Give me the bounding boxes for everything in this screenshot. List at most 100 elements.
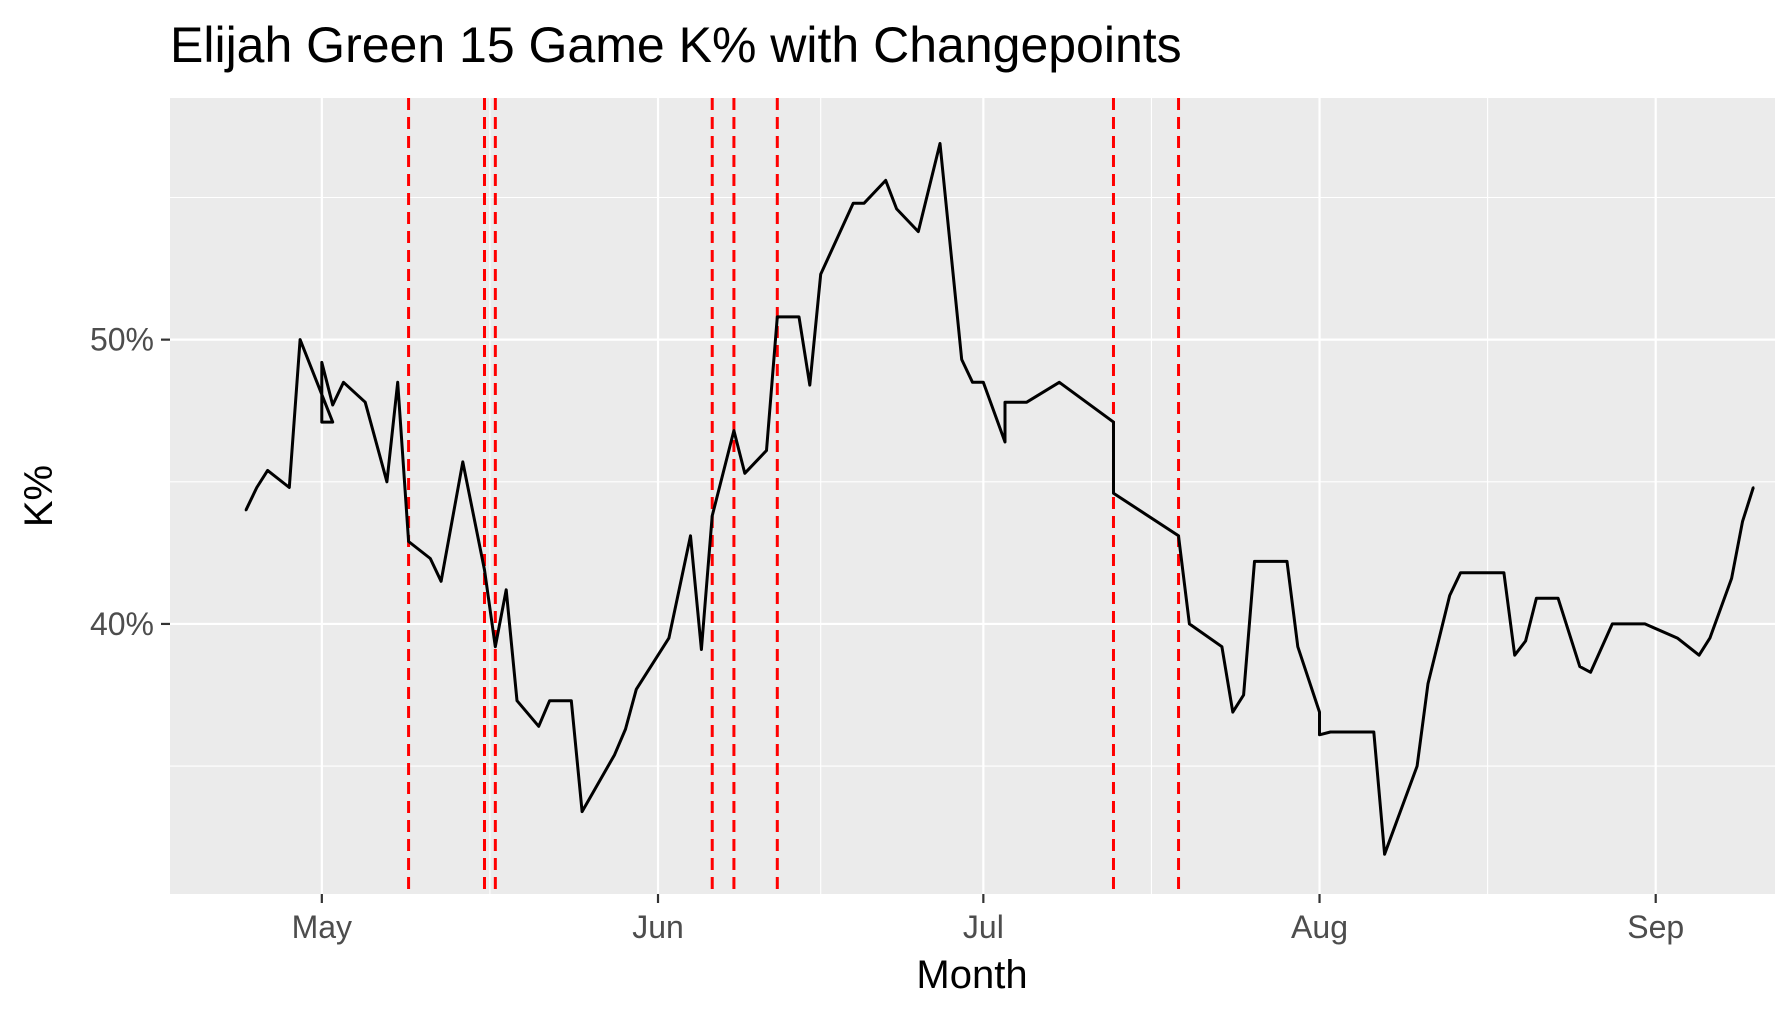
chart-title: Elijah Green 15 Game K% with Changepoint… [170,17,1182,73]
data-point [570,699,573,702]
data-point [1372,730,1376,734]
data-point [1535,597,1538,600]
data-point [364,401,367,404]
data-point [1025,401,1028,404]
data-point [255,486,258,489]
data-point [537,725,540,728]
data-point [1003,440,1007,444]
data-point [1329,730,1332,734]
data-point [515,699,519,702]
data-point [635,688,638,691]
data-point [1730,577,1733,580]
data-point [700,648,703,651]
data-point [1188,622,1191,626]
data-point [1058,381,1061,384]
data-point [1242,693,1245,697]
data-point [580,810,584,813]
data-point [288,486,291,489]
data-point [320,420,323,424]
major-gridlines [170,98,1775,894]
data-point [1318,710,1321,714]
data-point [667,636,671,640]
data-point [1513,654,1516,657]
data-point [884,179,887,182]
data-point [461,460,464,464]
data-point [331,420,334,424]
data-point [494,645,497,648]
data-point [331,403,334,407]
data-point [439,580,443,583]
data-point [1220,645,1224,648]
data-point [1524,639,1527,643]
data-point [862,202,866,205]
data-point [1589,671,1592,674]
data-point [776,315,779,319]
data-point [797,315,801,319]
data-point [1556,597,1560,600]
y-tick-label: 40% [90,606,154,642]
data-point [982,381,985,384]
data-point [1578,665,1582,668]
data-point [1177,534,1180,537]
x-tick-label: Aug [1291,909,1348,945]
axes: May Jun Jul Aug Sep 40% 50% [90,322,1684,945]
data-point [483,568,486,572]
data-point [1611,622,1614,626]
data-point [396,381,399,384]
data-point [1003,401,1007,404]
data-point [1383,853,1386,856]
data-point [971,381,974,384]
data-point [711,514,714,518]
data-point [689,534,692,537]
data-point [407,540,410,543]
data-point [743,472,746,475]
series-layer [244,142,1755,856]
data-point [505,588,508,591]
data-point [1643,622,1647,626]
data-point [548,699,551,702]
data-point [244,509,248,512]
data-point [1112,420,1115,424]
data-point [298,338,302,341]
data-point [895,207,898,211]
data-point [808,383,811,387]
x-axis-title: Month [916,953,1027,997]
data-point [1415,764,1419,768]
data-point [852,202,855,205]
data-point [732,429,736,432]
data-point [1708,636,1712,640]
y-tick-label: 50% [90,322,154,358]
data-point [819,273,822,276]
x-tick-label: Sep [1627,909,1684,945]
data-point [1318,733,1321,736]
data-point [1752,486,1755,489]
data-point [342,381,345,384]
data-point [917,230,920,233]
data-point [1285,560,1289,563]
data-point [1459,571,1462,574]
plot-panel [170,98,1775,894]
data-point [613,753,616,756]
data-point [624,727,627,731]
minor-gridlines [170,98,1775,894]
data-point [1426,682,1430,685]
data-point [1502,571,1506,574]
data-point [266,469,269,472]
data-point [385,480,389,483]
x-tick-label: Jun [632,909,684,945]
data-point [320,361,323,364]
data-point [1697,654,1701,657]
x-tick-label: Jul [963,909,1004,945]
data-point [1253,560,1256,563]
data-point [1112,492,1115,495]
data-point [429,557,432,560]
data-point [1231,710,1235,714]
data-point [1676,636,1679,640]
y-axis-title: K% [17,465,61,527]
data-point [960,358,963,361]
data-point [1448,594,1451,597]
data-point [765,449,768,452]
series-line [244,142,1755,856]
x-tick-label: May [292,909,352,945]
